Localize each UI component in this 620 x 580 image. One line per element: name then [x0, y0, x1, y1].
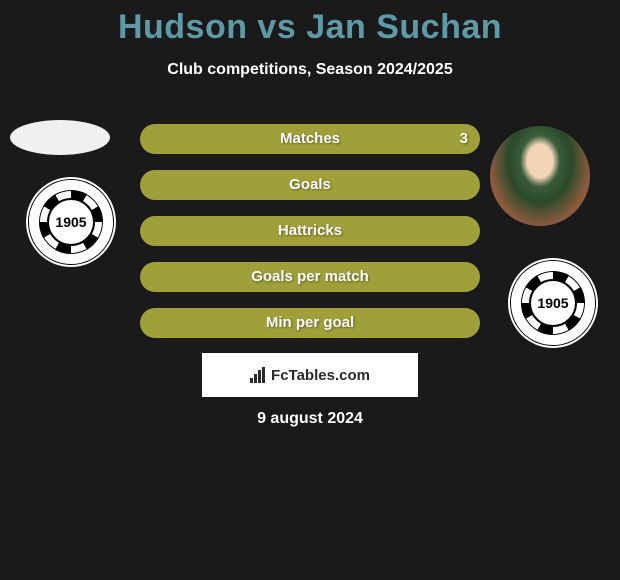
stat-label: Hattricks: [140, 216, 480, 246]
branding-text: FcTables.com: [271, 367, 370, 384]
subtitle: Club competitions, Season 2024/2025: [0, 61, 620, 79]
stat-row-goals: Goals: [140, 170, 480, 200]
stat-label: Matches: [140, 124, 480, 154]
stat-row-hattricks: Hattricks: [140, 216, 480, 246]
stat-label: Min per goal: [140, 308, 480, 338]
club-logo-left: 1905: [26, 177, 116, 267]
stat-rows: Matches 3 Goals Hattricks Goals per matc…: [140, 124, 480, 354]
club-year-left: 1905: [47, 198, 95, 246]
club-year-right: 1905: [529, 279, 577, 327]
date-text: 9 august 2024: [0, 410, 620, 428]
bar-chart-icon: [250, 367, 265, 383]
stat-label: Goals per match: [140, 262, 480, 292]
avatar-left: [10, 120, 110, 155]
stat-row-matches: Matches 3: [140, 124, 480, 154]
stat-label: Goals: [140, 170, 480, 200]
stat-row-min-per-goal: Min per goal: [140, 308, 480, 338]
branding-box: FcTables.com: [202, 353, 418, 397]
stat-row-goals-per-match: Goals per match: [140, 262, 480, 292]
stat-value-right: 3: [460, 124, 468, 154]
club-logo-right: 1905: [508, 258, 598, 348]
avatar-right: [490, 126, 590, 226]
page-title: Hudson vs Jan Suchan: [0, 0, 620, 47]
